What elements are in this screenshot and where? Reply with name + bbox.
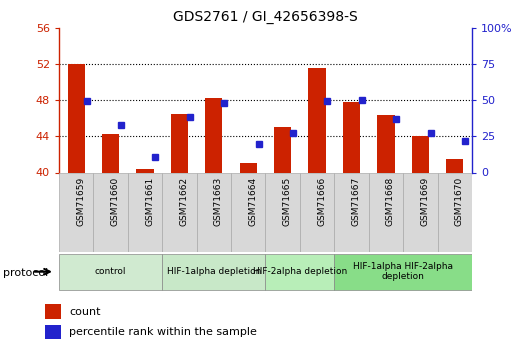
Text: GSM71663: GSM71663 xyxy=(214,177,223,226)
Text: HIF-2alpha depletion: HIF-2alpha depletion xyxy=(253,267,347,276)
Text: GSM71665: GSM71665 xyxy=(283,177,292,226)
Bar xyxy=(68,64,85,172)
Bar xyxy=(265,254,334,289)
Text: GSM71666: GSM71666 xyxy=(317,177,326,226)
Bar xyxy=(240,164,257,172)
Bar xyxy=(93,172,128,252)
Text: protocol: protocol xyxy=(3,268,48,277)
Bar xyxy=(403,172,438,252)
Title: GDS2761 / GI_42656398-S: GDS2761 / GI_42656398-S xyxy=(173,10,358,24)
Text: HIF-1alpha depletion: HIF-1alpha depletion xyxy=(167,267,261,276)
Bar xyxy=(128,172,162,252)
Bar xyxy=(300,172,334,252)
Bar xyxy=(59,172,93,252)
Text: GSM71662: GSM71662 xyxy=(180,177,188,226)
Text: GSM71670: GSM71670 xyxy=(455,177,464,226)
Bar xyxy=(274,127,291,172)
Bar xyxy=(231,172,266,252)
Text: GSM71659: GSM71659 xyxy=(76,177,85,226)
Bar xyxy=(369,172,403,252)
Bar xyxy=(265,172,300,252)
Bar xyxy=(102,135,119,172)
Bar xyxy=(171,114,188,172)
Text: percentile rank within the sample: percentile rank within the sample xyxy=(69,327,257,337)
Bar xyxy=(45,325,61,339)
Bar xyxy=(438,172,472,252)
Text: GSM71668: GSM71668 xyxy=(386,177,395,226)
Bar xyxy=(308,68,326,172)
Bar xyxy=(334,172,369,252)
Text: count: count xyxy=(69,307,101,317)
Bar xyxy=(45,304,61,319)
Bar xyxy=(162,254,265,289)
Text: GSM71664: GSM71664 xyxy=(248,177,258,226)
Bar xyxy=(59,254,162,289)
Text: GSM71661: GSM71661 xyxy=(145,177,154,226)
Bar xyxy=(378,116,394,172)
Text: HIF-1alpha HIF-2alpha
depletion: HIF-1alpha HIF-2alpha depletion xyxy=(353,262,453,282)
Bar xyxy=(136,169,153,172)
Bar xyxy=(205,98,223,172)
Bar xyxy=(196,172,231,252)
Text: control: control xyxy=(95,267,126,276)
Bar xyxy=(412,136,429,172)
Bar xyxy=(334,254,472,289)
Bar xyxy=(343,102,360,172)
Text: GSM71660: GSM71660 xyxy=(111,177,120,226)
Text: GSM71669: GSM71669 xyxy=(420,177,429,226)
Bar xyxy=(446,159,463,172)
Bar xyxy=(162,172,196,252)
Text: GSM71667: GSM71667 xyxy=(351,177,361,226)
